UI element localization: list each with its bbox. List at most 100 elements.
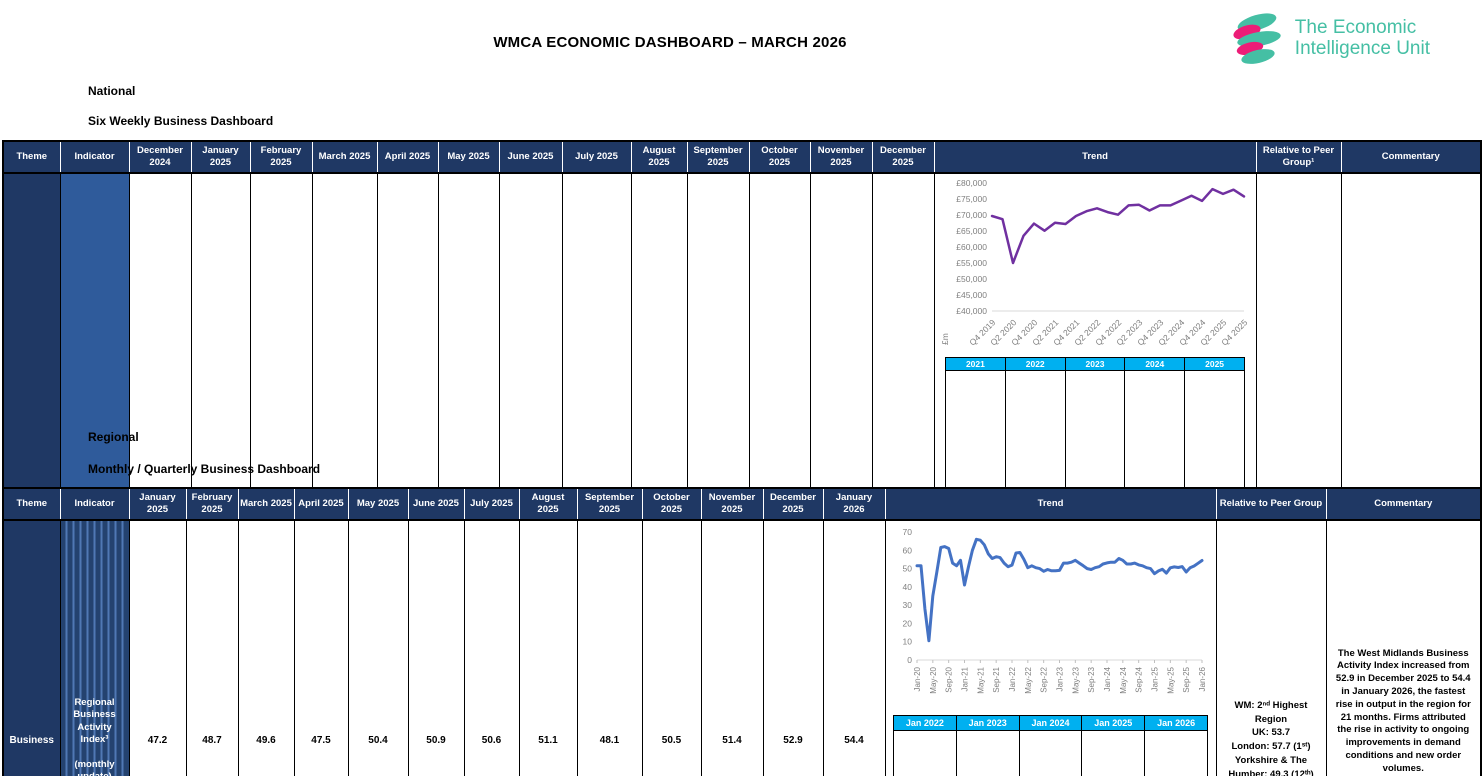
- svg-text:10: 10: [903, 636, 913, 646]
- mini-table-cell: 54.4: [1144, 729, 1208, 776]
- commentary-column-header: Commentary: [1325, 487, 1482, 521]
- svg-text:Sep-23: Sep-23: [1087, 666, 1096, 692]
- month-column-header: September 2025: [576, 487, 643, 521]
- svg-text:May-23: May-23: [1071, 666, 1080, 693]
- month-column-header: December 2025: [762, 487, 824, 521]
- mini-table-header-cell: Jan 2026: [1144, 714, 1208, 731]
- svg-text:May-25: May-25: [1166, 666, 1175, 693]
- svg-text:Jan-26: Jan-26: [1198, 666, 1207, 691]
- month-column-header: July 2025: [463, 487, 520, 521]
- svg-text:May-22: May-22: [1024, 666, 1033, 693]
- month-column-header: May 2025: [347, 487, 409, 521]
- svg-text:£45,000: £45,000: [956, 290, 987, 300]
- trend-column-header: Trend: [933, 140, 1257, 174]
- month-column-header: October 2025: [641, 487, 702, 521]
- mini-table-header-cell: Jan 2022: [893, 714, 957, 731]
- mini-table-row: 51.949.053.147.254.4: [893, 729, 1208, 776]
- month-column-header: October 2025: [748, 140, 811, 174]
- svg-text:Sep-22: Sep-22: [1040, 666, 1049, 692]
- mini-table-header-cell: Jan 2023: [955, 714, 1020, 731]
- mini-table-cell: 51.9: [893, 729, 957, 776]
- month-column-header: July 2025: [561, 140, 632, 174]
- svg-text:£60,000: £60,000: [956, 242, 987, 252]
- monthly-quarterly-subheading: Monthly / Quarterly Business Dashboard: [88, 462, 321, 476]
- mini-table-header-cell: Jan 2024: [1018, 714, 1083, 731]
- commentary-column-header: Commentary: [1340, 140, 1482, 174]
- six-weekly-subheading: Six Weekly Business Dashboard: [88, 114, 274, 128]
- mini-table-header-row: Jan 2022 Jan 2023 Jan 2024 Jan 2025 Jan 2026: [893, 714, 1208, 731]
- month-value-cell: 50.9: [407, 519, 465, 776]
- svg-text:0: 0: [907, 655, 912, 665]
- mini-table-header-cell: 2024: [1124, 356, 1186, 371]
- month-value-cell: 52.9: [762, 519, 824, 776]
- trend-column-header: Trend: [884, 487, 1217, 521]
- theme-cell: Business: [2, 519, 61, 776]
- month-value-cell: 47.2: [128, 519, 187, 776]
- svg-text:Jan-22: Jan-22: [1008, 666, 1017, 691]
- svg-text:Sep-20: Sep-20: [945, 666, 954, 692]
- mini-table-header-cell: 2022: [1004, 356, 1066, 371]
- month-value-cell: 48.7: [185, 519, 239, 776]
- svg-text:£65,000: £65,000: [956, 226, 987, 236]
- svg-text:Jan-25: Jan-25: [1151, 666, 1160, 691]
- indicator-column-header: Indicator: [59, 140, 130, 174]
- peer-group-line: UK: 53.7: [1251, 727, 1290, 739]
- month-column-header: December 2025: [871, 140, 935, 174]
- svg-text:£m: £m: [940, 333, 950, 345]
- month-column-header: November 2025: [700, 487, 764, 521]
- eiu-logo-line1: The Economic: [1294, 17, 1417, 39]
- month-value-cell: 50.4: [347, 519, 409, 776]
- svg-text:Jan-23: Jan-23: [1056, 666, 1065, 691]
- mini-table-header-cell: 2023: [1064, 356, 1126, 371]
- commentary-cell: The West Midlands Business Activity Inde…: [1325, 519, 1482, 776]
- svg-text:Jan-20: Jan-20: [913, 666, 922, 691]
- month-value-cell: 50.5: [641, 519, 702, 776]
- month-column-header: March 2025: [237, 487, 295, 521]
- eiu-logo-line2: Intelligence Unit: [1294, 38, 1430, 59]
- month-value-cell: 51.1: [518, 519, 578, 776]
- peer-group-column-header: Relative to Peer Group: [1215, 487, 1327, 521]
- svg-text:£70,000: £70,000: [956, 210, 987, 220]
- svg-text:Sep-25: Sep-25: [1182, 666, 1191, 692]
- mini-table-cell: 53.1: [1018, 729, 1083, 776]
- business-activity-trend-chart: 0 10 20 30 40 50 60 70 Jan-20 May-20 Sep-20 Jan-21 M…: [903, 527, 1207, 694]
- peer-group-line: London: 57.7 (1ˢᵗ): [1231, 741, 1311, 753]
- svg-text:Jan-21: Jan-21: [961, 666, 970, 691]
- svg-text:70: 70: [903, 527, 913, 537]
- commentary-paragraph: The West Midlands Business Activity Inde…: [1335, 647, 1471, 774]
- month-column-header: April 2025: [376, 140, 439, 174]
- month-column-header: June 2025: [498, 140, 563, 174]
- theme-column-header: Theme: [2, 487, 61, 521]
- svg-text:20: 20: [903, 618, 913, 628]
- month-column-header: August 2025: [518, 487, 578, 521]
- month-column-header: September 2025: [686, 140, 750, 174]
- month-column-header: May 2025: [437, 140, 500, 174]
- svg-text:£80,000: £80,000: [956, 178, 987, 188]
- peer-group-line: WM: 2ⁿᵈ Highest Region: [1234, 699, 1308, 725]
- svg-text:Sep-21: Sep-21: [992, 666, 1001, 692]
- peer-group-line: Yorkshire & The Humber: 49.3 (12ᵗʰ): [1228, 755, 1314, 776]
- peer-group-column-header: Relative to Peer Group¹: [1255, 140, 1342, 174]
- month-value-cell: 51.4: [700, 519, 764, 776]
- svg-text:40: 40: [903, 582, 913, 592]
- month-column-header: December 2024: [128, 140, 192, 174]
- month-column-header: March 2025: [311, 140, 378, 174]
- svg-text:Jan-24: Jan-24: [1103, 666, 1112, 691]
- month-column-header: January 2025: [128, 487, 187, 521]
- mini-table-header-cell: 2025: [1184, 356, 1245, 371]
- eiu-logo-mark: [1233, 13, 1281, 64]
- month-column-header: January 2026: [822, 487, 886, 521]
- trend-mini-table: Jan 2022 Jan 2023 Jan 2024 Jan 2025 Jan 2026…: [893, 714, 1208, 776]
- month-value-cell: 50.6: [463, 519, 520, 776]
- indicator-column-header: Indicator: [59, 487, 130, 521]
- month-column-header: August 2025: [630, 140, 688, 174]
- month-value-cell: 47.5: [293, 519, 349, 776]
- mini-table-header-cell: 2021: [945, 356, 1006, 371]
- svg-text:£55,000: £55,000: [956, 258, 987, 268]
- svg-text:50: 50: [903, 563, 913, 573]
- page-title: WMCA ECONOMIC DASHBOARD – MARCH 2026: [493, 34, 847, 51]
- national-header-row: Theme Indicator December 2024 January 2025 F…: [2, 140, 1482, 174]
- svg-text:Sep-24: Sep-24: [1135, 666, 1144, 692]
- svg-text:£75,000: £75,000: [956, 194, 987, 204]
